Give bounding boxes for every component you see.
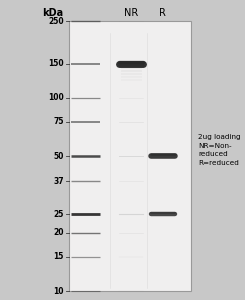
Text: kDa: kDa <box>43 8 64 19</box>
Text: 10: 10 <box>53 286 64 296</box>
Text: 25: 25 <box>53 210 64 219</box>
Text: 50: 50 <box>53 152 64 160</box>
Bar <box>69 21 191 291</box>
Text: 37: 37 <box>53 177 64 186</box>
Text: R: R <box>159 8 166 19</box>
Text: 250: 250 <box>48 16 64 26</box>
Text: 75: 75 <box>53 118 64 127</box>
Text: 100: 100 <box>48 93 64 102</box>
Text: NR: NR <box>124 8 138 19</box>
Text: 2ug loading
NR=Non-
reduced
R=reduced: 2ug loading NR=Non- reduced R=reduced <box>198 134 241 166</box>
Text: 150: 150 <box>48 59 64 68</box>
Text: 15: 15 <box>53 253 64 262</box>
Text: 20: 20 <box>53 228 64 237</box>
